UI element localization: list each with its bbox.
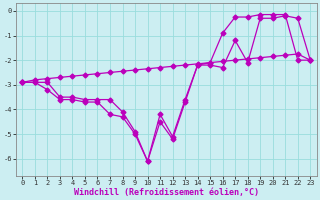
X-axis label: Windchill (Refroidissement éolien,°C): Windchill (Refroidissement éolien,°C)	[74, 188, 259, 197]
